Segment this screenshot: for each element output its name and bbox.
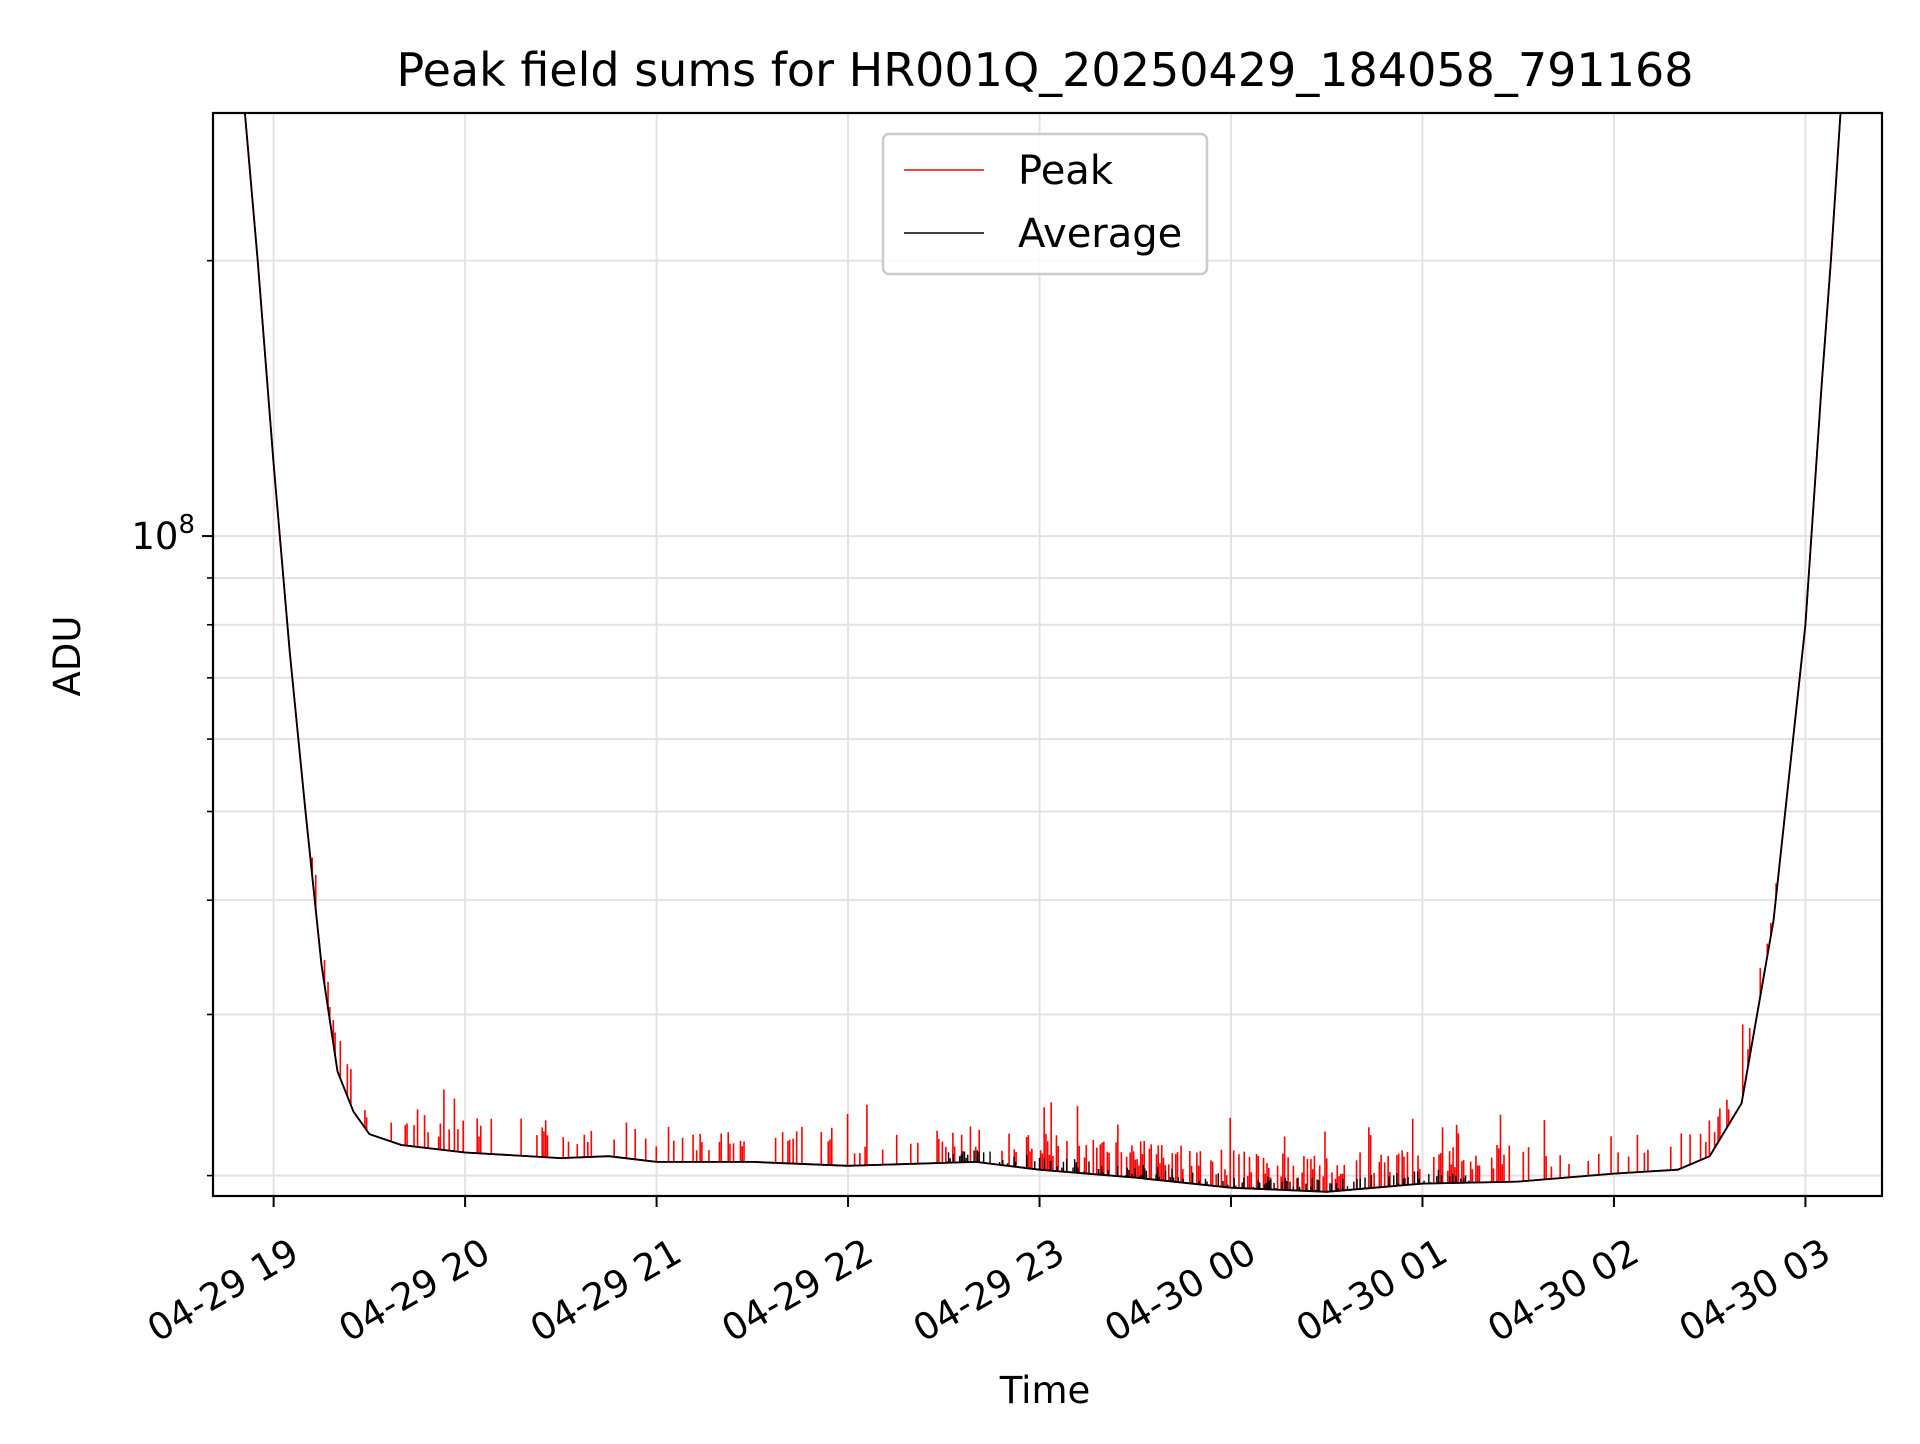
average-dips <box>946 1150 1470 1192</box>
legend-peak-label: Peak <box>1018 148 1114 194</box>
x-axis-label: Time <box>999 1369 1091 1412</box>
legend-box <box>881 132 1209 276</box>
y-tick-label: 108 <box>131 510 195 558</box>
grid-lines <box>213 113 1882 1196</box>
chart-title: Peak field sums for HR001Q_20250429_1840… <box>396 43 1693 97</box>
plot-frame <box>211 111 1884 1198</box>
y-axis-label: ADU <box>46 616 89 697</box>
series-layer <box>244 113 1842 1193</box>
y-axis-ticks: 108 <box>131 259 213 1177</box>
legend: Peak Average <box>881 132 1209 276</box>
legend-average-label: Average <box>1018 211 1182 257</box>
average-series-line <box>244 113 1842 1193</box>
